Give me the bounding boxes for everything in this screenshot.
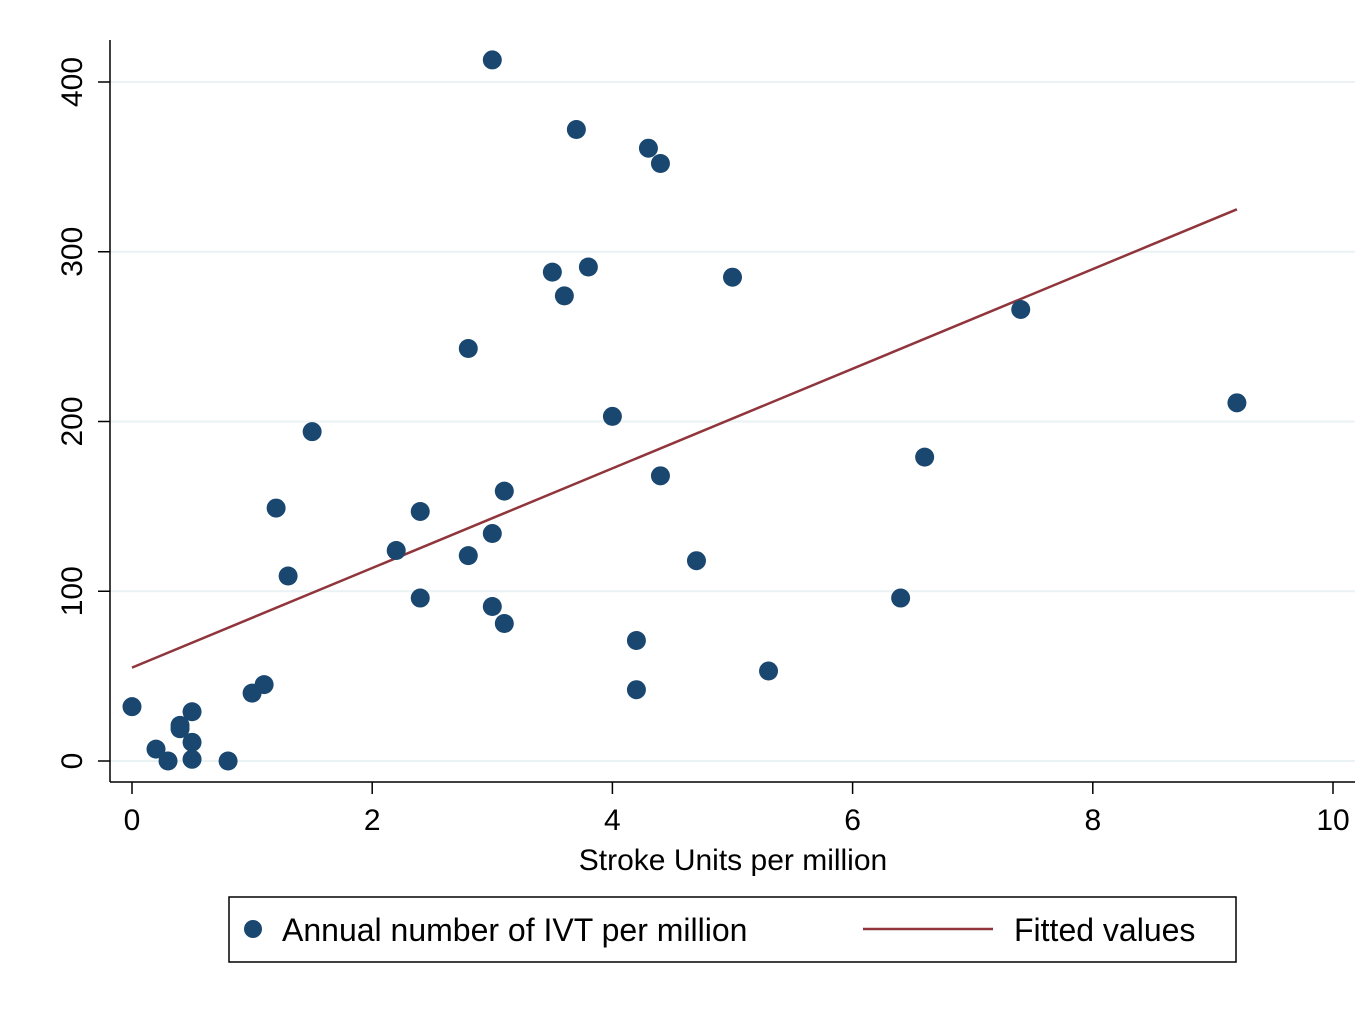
scatter-point xyxy=(1011,299,1031,319)
scatter-point xyxy=(626,680,646,700)
scatter-point xyxy=(578,257,598,277)
x-axis-title: Stroke Units per million xyxy=(579,844,887,877)
scatter-point xyxy=(602,406,622,426)
scatter-point xyxy=(458,339,478,359)
scatter-point xyxy=(182,732,202,752)
x-tick-label: 8 xyxy=(1084,804,1101,837)
scatter-point xyxy=(482,597,502,617)
scatter-point xyxy=(218,751,238,771)
scatter-point xyxy=(494,481,514,501)
x-tick-label: 6 xyxy=(844,804,861,837)
scatter-point xyxy=(254,675,274,695)
scatter-point xyxy=(410,501,430,521)
x-tick-label: 0 xyxy=(124,804,141,837)
y-tick-label: 300 xyxy=(56,227,89,277)
scatter-point xyxy=(146,739,166,759)
scatter-point xyxy=(302,422,322,442)
scatter-point xyxy=(410,588,430,608)
legend-marker-scatter xyxy=(244,920,262,938)
scatter-point xyxy=(542,262,562,282)
scatter-point xyxy=(626,630,646,650)
x-tick-label: 10 xyxy=(1316,804,1349,837)
scatter-point xyxy=(482,50,502,70)
scatter-point xyxy=(278,566,298,586)
legend: Annual number of IVT per million Fitted … xyxy=(228,896,1237,963)
scatter-point xyxy=(891,588,911,608)
scatter-point xyxy=(650,466,670,486)
scatter-point xyxy=(458,546,478,566)
scatter-point xyxy=(494,614,514,634)
legend-box xyxy=(228,896,1237,963)
scatter-point xyxy=(158,751,178,771)
x-tick-label: 2 xyxy=(364,804,381,837)
scatter-point xyxy=(266,498,286,518)
y-tick-label: 0 xyxy=(56,753,89,770)
scatter-points xyxy=(122,50,1247,771)
scatter-point xyxy=(915,447,935,467)
scatter-point xyxy=(386,541,406,561)
scatter-point xyxy=(638,138,658,158)
scatter-point xyxy=(1227,393,1247,413)
scatter-point xyxy=(759,661,779,681)
scatter-point xyxy=(566,120,586,140)
fitted-line-layer xyxy=(131,208,1238,669)
scatter-point xyxy=(182,702,202,722)
y-tick-label: 200 xyxy=(56,396,89,446)
scatter-point xyxy=(170,715,190,735)
fitted-line xyxy=(131,208,1238,669)
legend-label-fit: Fitted values xyxy=(1014,912,1195,948)
scatter-point xyxy=(122,697,142,717)
legend-label-scatter: Annual number of IVT per million xyxy=(282,912,747,948)
scatter-point xyxy=(686,551,706,571)
scatter-point xyxy=(482,524,502,544)
y-tick-label: 100 xyxy=(56,566,89,616)
scatter-point xyxy=(554,286,574,306)
scatter-point xyxy=(182,749,202,769)
y-tick-label: 400 xyxy=(56,57,89,107)
scatter-point xyxy=(723,267,742,287)
x-tick-label: 4 xyxy=(604,804,621,837)
scatter-point xyxy=(650,153,670,173)
